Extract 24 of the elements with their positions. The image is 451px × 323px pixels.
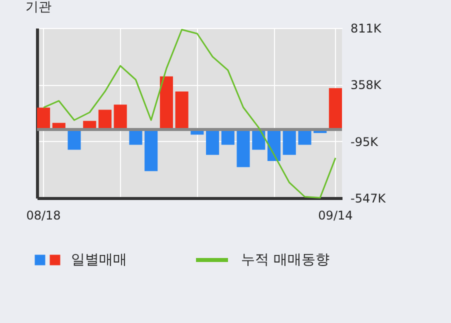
x-tick-label: 08/18: [26, 208, 61, 222]
bar: [282, 130, 296, 155]
bar: [328, 88, 342, 130]
y-tick-label: -95K: [350, 134, 380, 149]
line-series: [42, 28, 336, 198]
bar: [221, 130, 234, 145]
legend-label: 일별매매: [71, 252, 127, 268]
bar: [98, 110, 112, 130]
bar: [37, 108, 50, 130]
bar: [236, 130, 250, 168]
chart-title: 기관: [26, 0, 52, 15]
x-tick-label: 09/14: [318, 208, 353, 222]
bar: [129, 130, 142, 145]
y-tick-label: -547K: [350, 192, 387, 206]
bar: [68, 130, 81, 150]
bar: [144, 130, 158, 172]
bar: [206, 130, 220, 155]
bar: [175, 91, 188, 130]
legend-label: 누적 매매동향: [241, 252, 330, 268]
bar: [298, 130, 312, 145]
bar: [160, 76, 173, 130]
y-tick-label: 811K: [350, 22, 382, 36]
y-tick-label: 358K: [350, 78, 382, 92]
bar: [114, 104, 127, 130]
